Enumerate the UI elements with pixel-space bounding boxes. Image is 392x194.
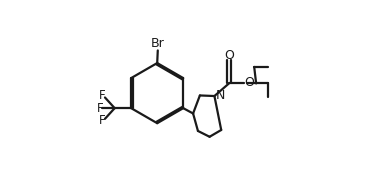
Text: O: O <box>244 76 254 89</box>
Text: F: F <box>97 102 103 115</box>
Text: F: F <box>99 89 105 102</box>
Text: N: N <box>216 88 225 102</box>
Text: F: F <box>99 114 105 127</box>
Text: Br: Br <box>151 37 165 50</box>
Text: O: O <box>224 49 234 62</box>
